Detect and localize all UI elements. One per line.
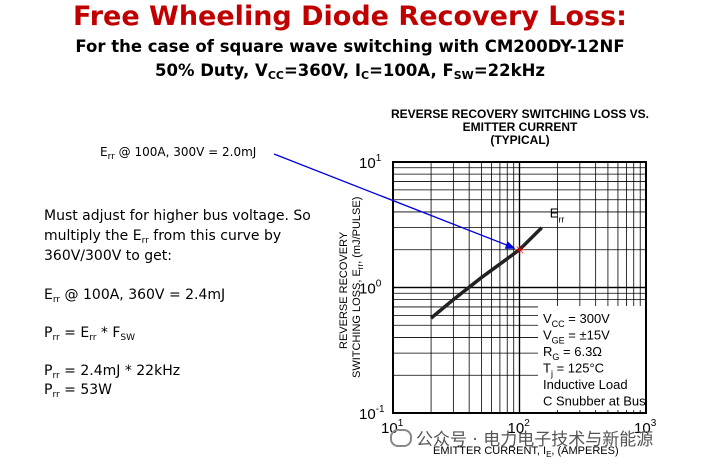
y-axis-label-line2: SWITCHING LOSS, Err, (mJ/PULSE) [351, 197, 365, 378]
plot-frame [392, 161, 647, 414]
condition-line: C Snubber at Bus [543, 394, 646, 409]
axis-labels: EMITTER CURRENT, IE, (AMPERES) REVERSE RE… [338, 197, 619, 459]
condition-line: Inductive Load [543, 377, 628, 392]
slide-title: Free Wheeling Diode Recovery Loss: [73, 1, 627, 32]
y-tick-label: 101 [359, 153, 382, 172]
y-axis-label-line1: REVERSE RECOVERY [338, 231, 350, 349]
callout-arrow [273, 153, 514, 249]
watermark: 公众号 · 电力电子技术与新能源 [390, 425, 653, 450]
callout-label: Err @ 100A, 300V = 2.0mJ [100, 145, 257, 162]
chart-title: REVERSE RECOVERY SWITCHING LOSS VS. EMIT… [390, 107, 650, 147]
series-err: Err ✳ [429, 206, 565, 320]
conditions-bg [538, 306, 645, 410]
wechat-icon [390, 429, 412, 447]
text-line4: Err @ 100A, 360V = 2.4mJ [44, 287, 226, 305]
condition-line: Tj = 125°C [543, 361, 604, 379]
subtitle-line2: 50% Duty, VCC=360V, IC=100A, FSW=22kHz [154, 61, 545, 82]
text-line2: multiply the Err from this curve by [44, 228, 282, 246]
x-axis-label: EMITTER CURRENT, IE, (AMPERES) [433, 445, 619, 459]
series-line [429, 226, 544, 320]
callout-arrowhead [504, 241, 516, 249]
text-line3: 360V/300V to get: [44, 248, 172, 264]
marker-star: ✳ [515, 244, 526, 259]
text-line5: Prr = Err * FSW [44, 325, 136, 343]
text-line1: Must adjust for higher bus voltage. So [44, 208, 311, 224]
text-line7: Prr = 53W [44, 382, 112, 400]
subtitle-line1: For the case of square wave switching wi… [75, 37, 625, 56]
series-label: Err [550, 206, 565, 225]
text-line6: Prr = 2.4mJ * 22kHz [44, 363, 181, 381]
